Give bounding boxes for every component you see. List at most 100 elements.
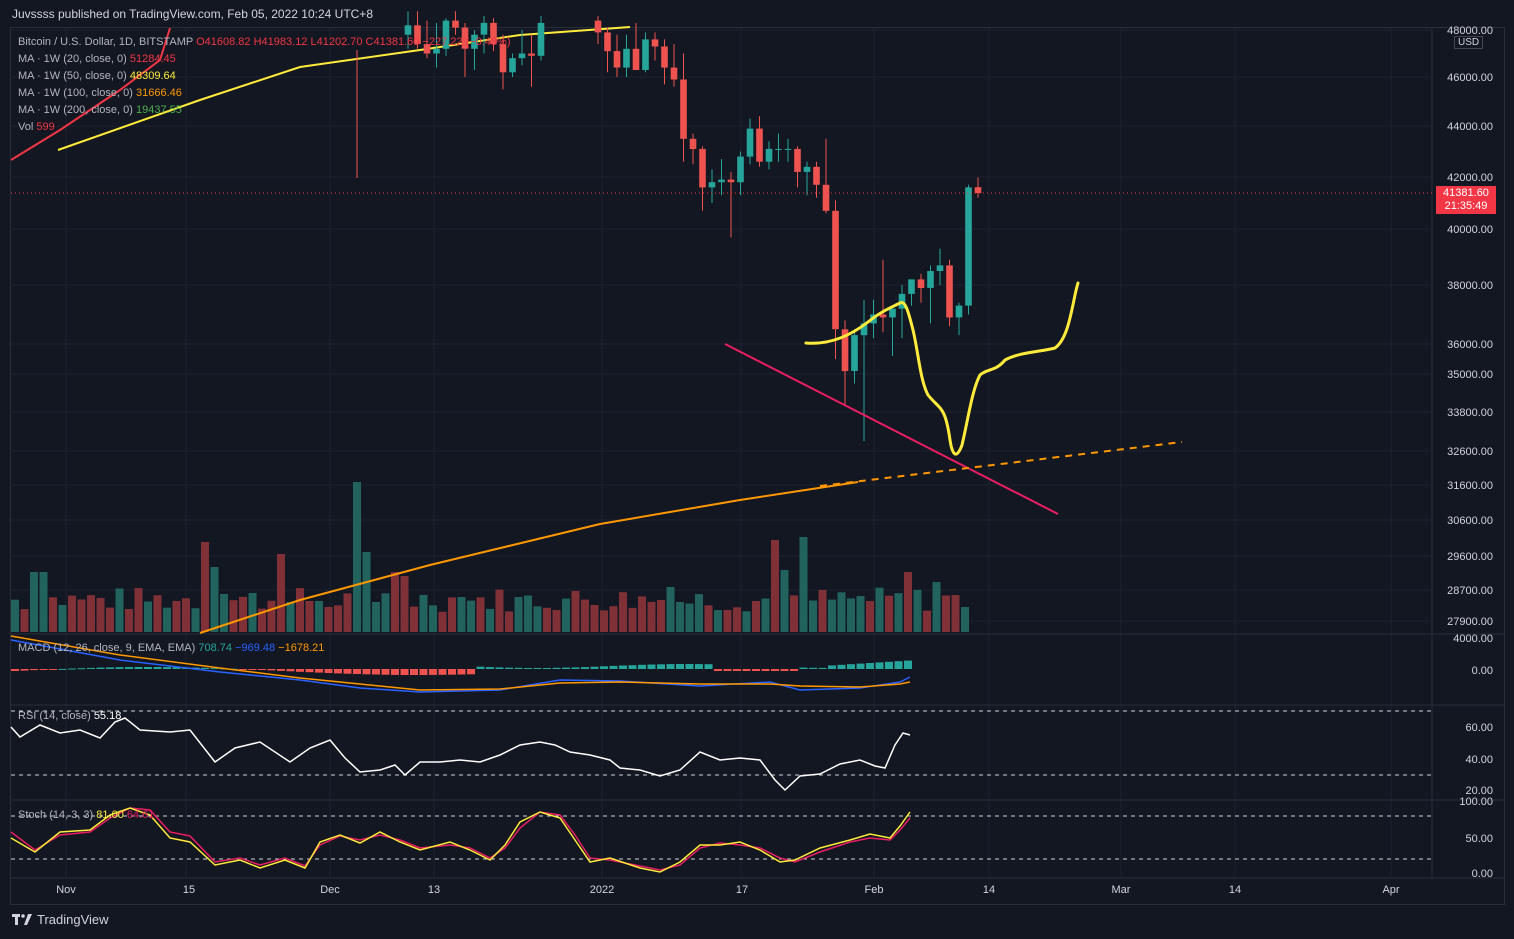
time-axis: Nov 15 Dec 13 2022 17 Feb 14 Mar 14 Apr bbox=[56, 884, 1400, 896]
macd-hist-bar bbox=[419, 669, 428, 675]
macd-hist-bar bbox=[77, 668, 86, 670]
volume-bar bbox=[514, 597, 523, 632]
stoch-legend[interactable]: Stoch (14, 3, 3) 81.00 64.61 bbox=[18, 809, 154, 821]
macd-hist-bar bbox=[457, 669, 466, 675]
volume-bar bbox=[552, 610, 561, 632]
candle bbox=[851, 329, 858, 384]
candle bbox=[680, 53, 687, 162]
candle bbox=[689, 133, 697, 165]
legend-row[interactable]: MA · 1W (200, close, 0) 19437.55 bbox=[18, 102, 510, 119]
legend-value: 51284.45 bbox=[129, 53, 176, 65]
volume-bar bbox=[96, 598, 105, 632]
macd-hist-bar bbox=[894, 661, 903, 669]
symbol-name: Bitcoin / U.S. Dollar, 1D, BITSTAMP bbox=[18, 36, 194, 48]
macd-hist-bar bbox=[362, 669, 371, 675]
symbol-row[interactable]: Bitcoin / U.S. Dollar, 1D, BITSTAMP O416… bbox=[18, 34, 510, 51]
drawings bbox=[724, 281, 1183, 515]
macd-hist-bar bbox=[191, 667, 200, 669]
macd-hist-bar bbox=[334, 669, 342, 674]
currency-badge[interactable]: USD bbox=[1454, 36, 1484, 49]
volume-bar bbox=[163, 607, 171, 632]
candle-body bbox=[613, 51, 621, 68]
macd-hist-bar bbox=[39, 669, 48, 670]
macd-legend[interactable]: MACD (12, 26, close, 9, EMA, EMA) 708.74… bbox=[18, 642, 324, 654]
candle-body bbox=[794, 148, 801, 172]
macd-hist-bar bbox=[106, 667, 114, 669]
volume-bar bbox=[201, 542, 209, 632]
candle bbox=[927, 265, 934, 324]
legend: Bitcoin / U.S. Dollar, 1D, BITSTAMP O416… bbox=[18, 34, 510, 136]
candle bbox=[803, 161, 811, 196]
candle bbox=[528, 34, 535, 87]
candle-body bbox=[803, 166, 811, 172]
candle bbox=[404, 11, 412, 49]
volume-bar bbox=[790, 595, 798, 632]
candle-body bbox=[813, 166, 820, 185]
candle bbox=[708, 169, 716, 203]
candle-body bbox=[480, 22, 488, 35]
macd-hist-bar bbox=[87, 667, 95, 669]
footer-brand[interactable]: TradingView bbox=[12, 912, 109, 927]
macd-label: MACD (12, 26, close, 9, EMA, EMA) bbox=[18, 642, 196, 654]
candle bbox=[822, 138, 830, 214]
volume-bar bbox=[115, 588, 124, 632]
volume-bar bbox=[609, 606, 618, 632]
macd-hist-bar bbox=[353, 669, 361, 674]
candle-body bbox=[604, 32, 611, 52]
rsi-legend[interactable]: RSI (14, close) 55.18 bbox=[18, 710, 121, 722]
macd-hist-bar bbox=[524, 668, 532, 669]
candle bbox=[461, 22, 469, 77]
macd-hist-bar bbox=[400, 669, 409, 675]
ma-20-line bbox=[10, 27, 171, 161]
macd-hist-bar bbox=[676, 664, 684, 669]
time-tick-label: 13 bbox=[428, 884, 440, 896]
macd-hist-bar bbox=[875, 662, 884, 669]
volume-bar bbox=[752, 601, 760, 632]
legend-row[interactable]: Vol 599 bbox=[18, 119, 510, 136]
volume-bar bbox=[590, 605, 599, 632]
volume-bar bbox=[30, 572, 38, 632]
macd-hist-bar bbox=[780, 669, 789, 671]
macd-hist-bar bbox=[210, 668, 219, 670]
macd-hist-bar bbox=[828, 665, 836, 669]
volume-bar bbox=[448, 597, 456, 632]
macd-hist-bar bbox=[495, 667, 504, 669]
candle-body bbox=[936, 265, 944, 271]
macd-hist-bar bbox=[153, 667, 162, 669]
last-price: 41381.60 bbox=[1443, 187, 1489, 199]
candle-body bbox=[841, 329, 849, 372]
candle-body bbox=[708, 182, 716, 188]
volume-bar bbox=[799, 537, 808, 632]
rsi-line bbox=[10, 717, 911, 792]
macd-hist-bar bbox=[144, 667, 152, 669]
legend-row[interactable]: MA · 1W (50, close, 0) 48309.64 bbox=[18, 68, 510, 85]
price-tick-label: 36000.00 bbox=[1447, 339, 1493, 351]
macd-hist-bar bbox=[628, 665, 637, 669]
macd-hist-bar bbox=[305, 669, 314, 673]
volume-bar bbox=[866, 601, 874, 632]
volume-bar bbox=[20, 609, 29, 632]
volume-bar bbox=[39, 572, 48, 632]
volume-bar bbox=[419, 594, 428, 632]
volume-bar bbox=[248, 593, 257, 632]
rsi-tick-label: 40.00 bbox=[1465, 754, 1493, 766]
candle bbox=[965, 184, 972, 315]
macd-hist-bar bbox=[562, 667, 570, 669]
rsi-pane bbox=[10, 710, 1432, 792]
macd-hist-bar bbox=[429, 669, 437, 675]
candle bbox=[699, 146, 706, 211]
macd-hist-bar bbox=[125, 667, 133, 669]
candle bbox=[442, 18, 450, 56]
volume-bar bbox=[58, 604, 67, 632]
volume-bar bbox=[277, 554, 285, 632]
candle bbox=[594, 15, 602, 45]
volume-bar bbox=[638, 596, 646, 632]
time-tick-label: Dec bbox=[320, 884, 340, 896]
legend-row[interactable]: MA · 1W (100, close, 0) 31666.46 bbox=[18, 85, 510, 102]
macd-signal-value: −1678.21 bbox=[278, 642, 325, 654]
legend-row[interactable]: MA · 1W (20, close, 0) 51284.45 bbox=[18, 51, 510, 68]
tradingview-logo-icon bbox=[12, 913, 32, 925]
volume-bar bbox=[77, 599, 86, 632]
volume-bar bbox=[837, 592, 846, 632]
